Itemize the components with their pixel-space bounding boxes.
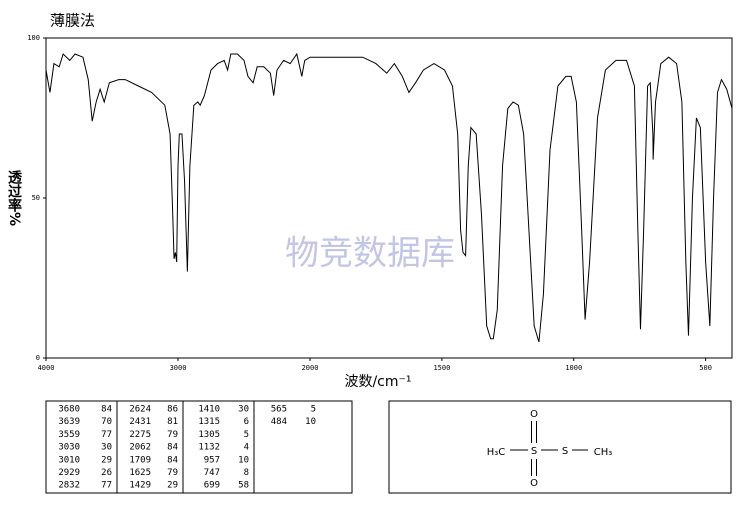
- peak-transmittance: 10: [238, 455, 249, 465]
- peak-transmittance: 81: [167, 417, 178, 427]
- peak-wavenumber: 2624: [129, 405, 151, 415]
- peak-transmittance: 79: [167, 430, 178, 440]
- peak-wavenumber: 3639: [58, 417, 80, 427]
- peak-wavenumber: 3559: [58, 430, 80, 440]
- peak-wavenumber: 484: [271, 417, 287, 427]
- peak-transmittance: 70: [101, 417, 112, 427]
- peak-transmittance: 84: [167, 455, 178, 465]
- peak-wavenumber: 2832: [58, 481, 80, 491]
- x-tick-label: 3000: [170, 364, 187, 372]
- peak-wavenumber: 747: [204, 468, 220, 478]
- peak-transmittance: 84: [167, 443, 178, 453]
- peak-transmittance: 10: [305, 417, 316, 427]
- peak-transmittance: 58: [238, 481, 249, 491]
- peak-wavenumber: 1132: [198, 443, 220, 453]
- peak-wavenumber: 2062: [129, 443, 151, 453]
- peak-transmittance: 6: [244, 417, 249, 427]
- chart-title: 薄膜法: [50, 12, 95, 30]
- peak-wavenumber: 1429: [129, 481, 151, 491]
- atom: O: [530, 409, 538, 420]
- plot-frame: [45, 37, 733, 359]
- atom: S: [562, 446, 568, 457]
- peak-wavenumber: 957: [204, 455, 220, 465]
- peak-wavenumber: 3030: [58, 443, 80, 453]
- peak-transmittance: 86: [167, 405, 178, 415]
- peak-wavenumber: 3010: [58, 455, 80, 465]
- peak-transmittance: 29: [101, 455, 112, 465]
- y-axis-label: 透过率%: [6, 170, 22, 226]
- x-axis-label: 波数/cm⁻¹: [344, 374, 411, 390]
- peak-transmittance: 84: [101, 405, 112, 415]
- peak-transmittance: 5: [311, 405, 316, 415]
- x-tick-label: 4000: [38, 364, 55, 372]
- x-tick-label: 2000: [302, 364, 319, 372]
- peak-transmittance: 4: [244, 443, 249, 453]
- peak-wavenumber: 1709: [129, 455, 151, 465]
- y-tick-label: 50: [32, 194, 40, 202]
- peak-wavenumber: 1625: [129, 468, 151, 478]
- peak-transmittance: 29: [167, 481, 178, 491]
- x-tick-label: 1500: [433, 364, 450, 372]
- peak-wavenumber: 2431: [129, 417, 151, 427]
- atom: H₃C: [487, 447, 506, 458]
- structure: H₃C S O O S CH₃: [487, 409, 613, 489]
- x-tick-label: 1000: [565, 364, 582, 372]
- peak-transmittance: 30: [101, 443, 112, 453]
- peak-transmittance: 79: [167, 468, 178, 478]
- x-tick-label: 500: [699, 364, 712, 372]
- peak-wavenumber: 1305: [198, 430, 220, 440]
- atom: CH₃: [594, 447, 613, 458]
- peak-transmittance: 77: [101, 430, 112, 440]
- spectrum-line: [45, 52, 733, 343]
- atom: O: [530, 478, 538, 489]
- peak-wavenumber: 3680: [58, 405, 80, 415]
- peak-transmittance: 30: [238, 405, 249, 415]
- peak-wavenumber: 1315: [198, 417, 220, 427]
- peak-wavenumber: 2275: [129, 430, 151, 440]
- y-tick-label: 100: [27, 34, 40, 42]
- peak-wavenumber: 2929: [58, 468, 80, 478]
- peak-wavenumber: 699: [204, 481, 220, 491]
- watermark: 物竞数据库: [285, 234, 455, 274]
- y-tick-label: 0: [36, 354, 40, 362]
- atom: S: [531, 446, 537, 457]
- peak-transmittance: 77: [101, 481, 112, 491]
- peak-table-frame: [45, 400, 353, 494]
- peak-wavenumber: 1410: [198, 405, 220, 415]
- peak-transmittance: 8: [244, 468, 249, 478]
- peak-wavenumber: 565: [271, 405, 287, 415]
- peak-transmittance: 26: [101, 468, 112, 478]
- peak-transmittance: 5: [244, 430, 249, 440]
- structure-frame: [388, 400, 732, 494]
